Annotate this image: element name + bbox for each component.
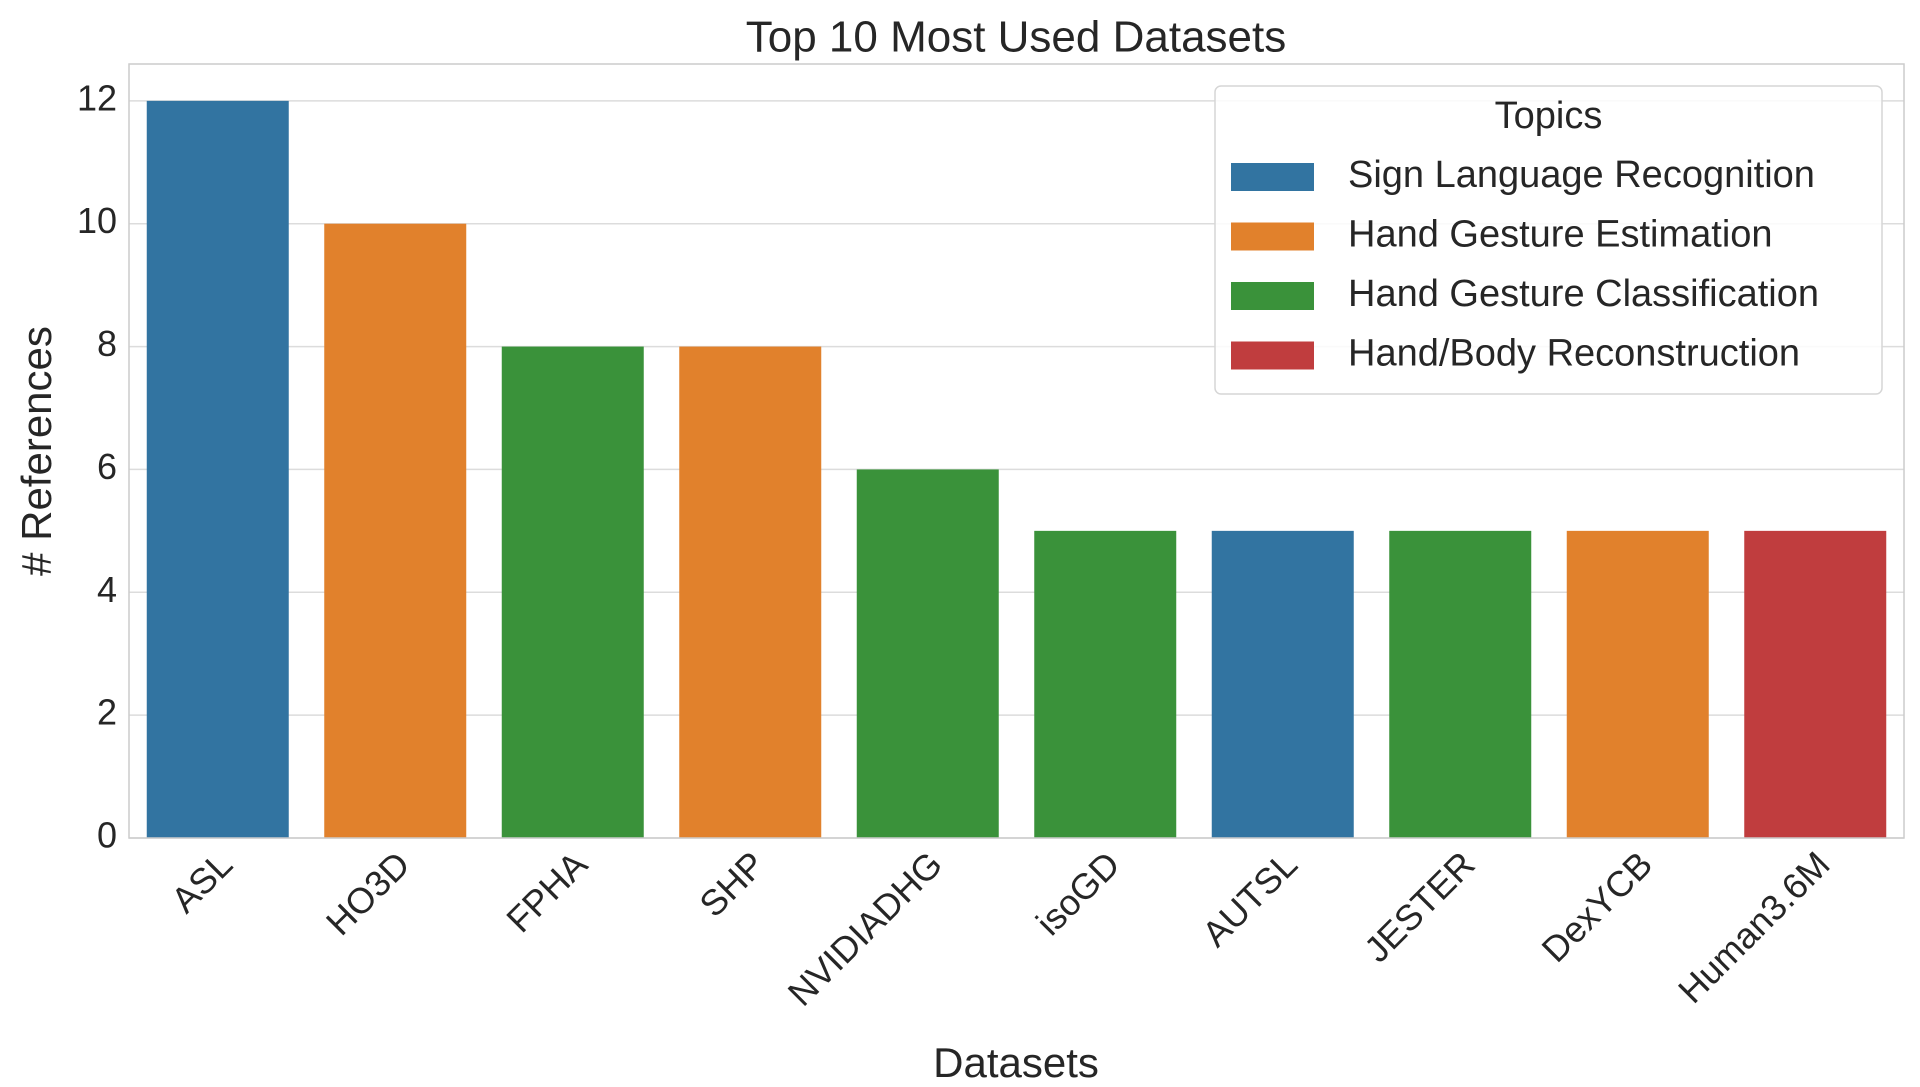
legend-label: Hand Gesture Estimation	[1348, 214, 1773, 256]
y-tick-label: 10	[77, 200, 117, 241]
y-axis-label: # References	[13, 326, 60, 576]
legend-swatch	[1231, 341, 1314, 370]
legend-label: Hand Gesture Classification	[1348, 273, 1819, 315]
y-tick-label: 0	[97, 815, 117, 856]
bar	[1566, 530, 1709, 838]
chart-title: Top 10 Most Used Datasets	[746, 13, 1286, 62]
bar	[856, 469, 999, 838]
legend-box	[1214, 85, 1883, 395]
y-tick-label: 4	[97, 569, 117, 610]
bar	[1211, 530, 1354, 838]
bar	[1744, 530, 1887, 838]
bar	[324, 223, 467, 838]
legend-label: Sign Language Recognition	[1348, 154, 1815, 196]
legend-title: Topics	[1495, 95, 1603, 137]
bar	[1034, 530, 1177, 838]
bar	[679, 346, 822, 838]
y-tick-label: 8	[97, 323, 117, 364]
legend: Topics Sign Language Recognition Hand Gest…	[1214, 85, 1883, 395]
legend-swatch	[1231, 282, 1314, 310]
legend-swatch	[1231, 222, 1314, 251]
bar	[1389, 530, 1532, 838]
x-axis-label: Datasets	[933, 1039, 1099, 1086]
bar	[501, 346, 644, 838]
y-tick-label: 2	[97, 692, 117, 733]
plot-frame	[128, 63, 1905, 839]
y-tick-label: 6	[97, 446, 117, 487]
y-tick-label: 12	[77, 77, 117, 118]
bar	[146, 100, 289, 839]
legend-swatch	[1231, 163, 1314, 191]
legend-label: Hand/Body Reconstruction	[1348, 333, 1800, 375]
